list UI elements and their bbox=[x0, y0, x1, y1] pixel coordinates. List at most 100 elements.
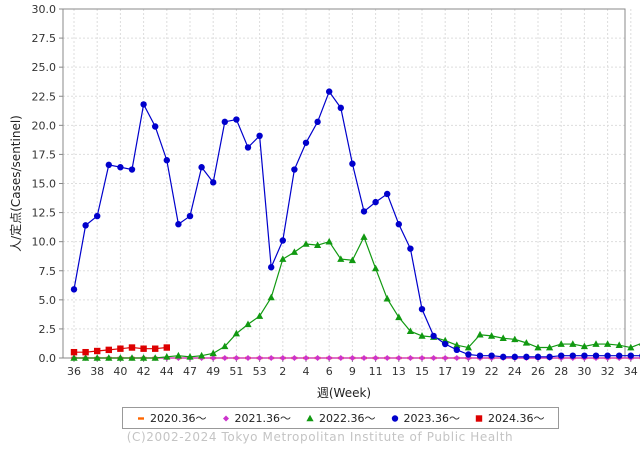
data-point bbox=[93, 354, 101, 361]
data-point bbox=[534, 343, 542, 351]
data-point bbox=[557, 340, 565, 347]
data-point bbox=[82, 222, 89, 229]
data-point bbox=[232, 329, 240, 337]
data-point bbox=[511, 335, 519, 343]
data-point bbox=[290, 248, 298, 255]
data-point bbox=[337, 104, 344, 112]
data-point bbox=[256, 132, 263, 140]
data-point bbox=[70, 348, 78, 356]
data-point bbox=[256, 312, 264, 319]
x-tick-label: 9 bbox=[349, 365, 356, 378]
y-tick-label: 5.0 bbox=[39, 294, 57, 307]
x-tick-label: 32 bbox=[601, 365, 615, 378]
data-point bbox=[430, 332, 437, 340]
data-point bbox=[604, 352, 611, 359]
data-point bbox=[581, 352, 588, 359]
x-tick-label: 44 bbox=[160, 365, 174, 378]
data-point bbox=[128, 354, 136, 361]
data-point bbox=[395, 221, 402, 228]
x-tick-label: 51 bbox=[229, 365, 243, 378]
x-tick-label: 22 bbox=[485, 365, 499, 378]
data-point bbox=[488, 352, 495, 359]
data-point bbox=[244, 320, 252, 328]
data-point bbox=[105, 346, 112, 354]
legend-label: 2020.36～ bbox=[150, 412, 207, 425]
x-tick-label: 49 bbox=[206, 365, 220, 378]
data-point bbox=[303, 355, 309, 361]
data-point bbox=[372, 198, 379, 206]
data-point bbox=[151, 354, 159, 361]
y-tick-label: 20.0 bbox=[32, 119, 57, 132]
data-point bbox=[152, 123, 159, 130]
legend-swatch bbox=[475, 415, 483, 422]
legend-label: 2024.36～ bbox=[488, 412, 545, 425]
data-point bbox=[453, 346, 460, 354]
data-point bbox=[209, 349, 217, 357]
data-point bbox=[615, 341, 623, 349]
data-point bbox=[105, 161, 113, 169]
series-line bbox=[73, 90, 640, 358]
y-tick-label: 27.5 bbox=[32, 32, 57, 45]
data-point bbox=[499, 334, 507, 342]
data-point bbox=[511, 353, 518, 361]
legend: 2020.36～ 2021.36～ 2022.36～ 2023.36～ 2024.36～ bbox=[122, 407, 559, 429]
x-tick-label: 38 bbox=[90, 365, 104, 378]
data-point bbox=[279, 355, 286, 361]
data-point bbox=[476, 352, 484, 359]
data-point bbox=[244, 144, 252, 151]
data-point bbox=[82, 354, 90, 361]
data-point bbox=[348, 256, 356, 264]
data-point bbox=[488, 332, 496, 339]
data-point bbox=[361, 355, 367, 361]
data-point bbox=[70, 286, 78, 293]
legend-item: 2024.36～ bbox=[474, 410, 545, 426]
data-point bbox=[210, 179, 217, 186]
legend-label: 2022.36～ bbox=[319, 412, 376, 425]
data-point bbox=[395, 313, 403, 321]
data-point bbox=[349, 355, 356, 361]
legend-marker bbox=[475, 415, 483, 422]
data-point bbox=[616, 352, 623, 359]
series-2023.36～ bbox=[70, 88, 640, 361]
data-point bbox=[384, 355, 391, 361]
data-point bbox=[82, 348, 89, 356]
data-point bbox=[279, 255, 287, 262]
data-point bbox=[418, 305, 426, 313]
x-tick-label: 26 bbox=[531, 365, 545, 378]
data-point bbox=[627, 352, 634, 359]
y-tick-label: 22.5 bbox=[32, 90, 57, 103]
data-point bbox=[558, 352, 565, 359]
x-tick-label: 47 bbox=[183, 365, 197, 378]
x-tick-label: 11 bbox=[369, 365, 383, 378]
data-point bbox=[140, 345, 147, 352]
data-point bbox=[534, 353, 542, 361]
y-tick-label: 2.5 bbox=[39, 323, 57, 336]
legend-item: 2021.36～ bbox=[221, 410, 291, 426]
legend-marker bbox=[222, 415, 229, 422]
data-point bbox=[268, 264, 275, 271]
series-2022.36～ bbox=[70, 233, 640, 361]
x-tick-label: 36 bbox=[67, 365, 81, 378]
series-2024.36～ bbox=[70, 344, 170, 356]
legend-marker bbox=[138, 417, 144, 420]
x-tick-label: 30 bbox=[577, 365, 591, 378]
data-point bbox=[117, 164, 124, 171]
data-point bbox=[592, 352, 600, 359]
data-point bbox=[268, 355, 275, 361]
data-point bbox=[442, 340, 449, 348]
data-point bbox=[174, 351, 182, 359]
x-tick-label: 17 bbox=[438, 365, 452, 378]
data-point bbox=[476, 330, 484, 338]
data-point bbox=[163, 353, 171, 360]
x-tick-label: 4 bbox=[303, 365, 310, 378]
data-point bbox=[128, 344, 136, 351]
data-point bbox=[326, 355, 333, 361]
data-point bbox=[256, 355, 263, 361]
data-point bbox=[186, 212, 194, 220]
x-tick-label: 40 bbox=[113, 365, 127, 378]
x-tick-label: 28 bbox=[554, 365, 568, 378]
data-point bbox=[152, 345, 159, 352]
data-point bbox=[372, 355, 379, 361]
data-point bbox=[267, 293, 275, 301]
data-point bbox=[291, 166, 298, 173]
